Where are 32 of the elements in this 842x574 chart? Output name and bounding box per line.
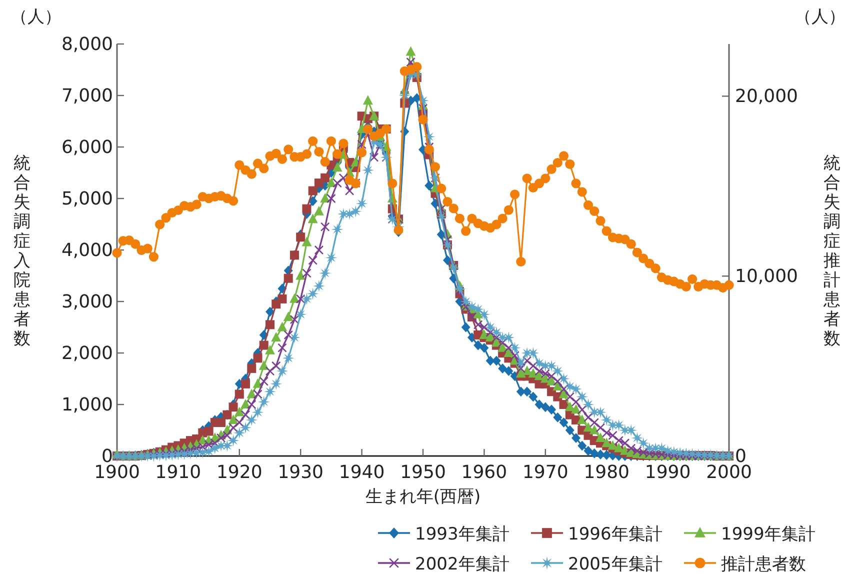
y-tick-label: 6,000 [61, 137, 113, 158]
x-tick-label: 1970 [522, 462, 568, 483]
text: （人） [10, 7, 62, 27]
x-tick-label: 1900 [94, 462, 140, 483]
legend-label: 推計患者数 [721, 554, 806, 574]
legend-label: 2002年集計 [415, 554, 510, 574]
x-tick-label: 1960 [461, 462, 508, 483]
y2-tick-label: 20,000 [735, 86, 798, 108]
x-tick-label: 1990 [644, 462, 691, 483]
x-tick-label: 1920 [216, 462, 262, 483]
legend-label: 2005年集計 [568, 554, 662, 574]
x-tick-label: 1950 [400, 462, 446, 483]
y-tick-label: 4,000 [61, 240, 113, 261]
y2-tick-label: 10,000 [735, 266, 798, 288]
y-tick-label: 1,000 [61, 394, 113, 416]
y-tick-label: 5,000 [61, 188, 113, 210]
y-tick-label: 7,000 [61, 86, 113, 106]
x-axis-title: 生まれ年(西暦) [365, 487, 481, 507]
y-tick-label: 2,000 [61, 343, 113, 364]
x-tick-label: 1980 [584, 462, 630, 483]
x-tick-label: 1910 [155, 462, 202, 483]
legend-label: 1999年集計 [721, 524, 816, 544]
text: 統合失調症推計患者数 [824, 153, 840, 349]
legend-label: 1993年集計 [415, 524, 510, 544]
text: （人） [794, 7, 842, 27]
x-tick-label: 1930 [278, 462, 324, 483]
x-tick-label: 2000 [706, 462, 752, 483]
legend-label: 1996年集計 [568, 524, 662, 544]
y-tick-label: 8,000 [61, 34, 113, 55]
text: 統合失調症入院患者数 [14, 153, 30, 349]
y-tick-label: 3,000 [61, 292, 113, 312]
x-tick-label: 1940 [338, 462, 385, 483]
